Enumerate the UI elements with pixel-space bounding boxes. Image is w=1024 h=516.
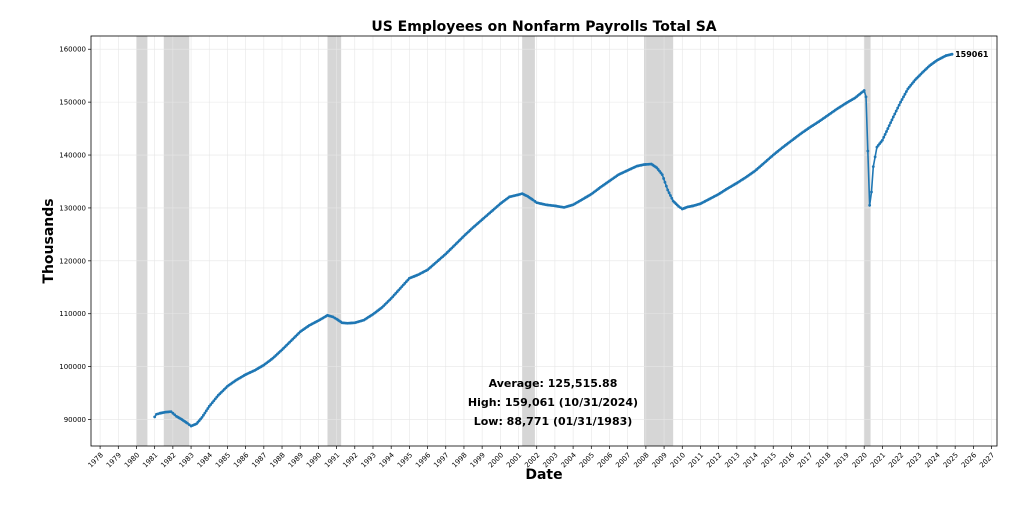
y-axis-ticks: 90000 100000 110000 120000 130000 140000 15000… [59, 46, 91, 424]
chart-title: US Employees on Nonfarm Payrolls Total S… [371, 19, 716, 35]
data-point [885, 130, 888, 133]
recession-bands [136, 36, 871, 446]
stat-high: High: 159,061 (10/31/2024) [468, 396, 638, 409]
data-point [173, 413, 177, 417]
data-point [202, 413, 205, 417]
series-line [153, 52, 954, 428]
data-point [899, 100, 902, 104]
data-point [950, 52, 954, 56]
data-point [209, 403, 213, 406]
data-point [900, 98, 904, 101]
data-point [873, 155, 877, 159]
recession-band-2 [327, 36, 342, 446]
data-point [896, 106, 900, 110]
grid-lines [91, 36, 997, 446]
recession-band-3 [522, 36, 535, 446]
recession-band-4 [644, 36, 674, 446]
x-axis-label: Date [525, 467, 562, 483]
data-point [666, 188, 670, 192]
data-point [886, 127, 890, 130]
data-point [902, 95, 905, 99]
data-point [206, 407, 210, 410]
data-point [212, 399, 216, 403]
data-point [203, 411, 207, 415]
data-point [866, 149, 870, 153]
data-point [894, 109, 898, 113]
data-point [862, 89, 866, 92]
recession-band-1 [163, 36, 190, 446]
data-point [889, 121, 892, 125]
y-tick-label-130000: 130000 [59, 204, 86, 212]
data-point [667, 191, 671, 195]
recession-band-5 [864, 36, 871, 446]
y-tick-label-140000: 140000 [59, 152, 86, 160]
data-point [207, 404, 211, 408]
data-point [903, 92, 907, 96]
data-point [871, 165, 875, 169]
data-point [882, 135, 886, 139]
data-point [213, 397, 217, 401]
data-point [870, 190, 873, 194]
data-point [864, 95, 868, 99]
end-value-label: 159061 [955, 50, 989, 59]
data-point [660, 173, 664, 177]
data-point [891, 115, 895, 119]
y-tick-label-110000: 110000 [59, 310, 86, 318]
data-point [204, 409, 208, 413]
data-point [880, 138, 884, 142]
y-tick-label-90000: 90000 [64, 416, 86, 424]
stat-average: Average: 125,515.88 [489, 377, 618, 390]
data-point [905, 90, 908, 93]
y-tick-label-160000: 160000 [59, 46, 86, 54]
data-point [669, 194, 672, 197]
data-point [215, 395, 219, 399]
data-point [670, 196, 674, 200]
data-point [210, 401, 214, 405]
y-tick-label-100000: 100000 [59, 363, 86, 371]
y-axis-label: Thousands [41, 198, 57, 283]
plot-frame [90, 35, 998, 447]
y-tick-label-120000: 120000 [59, 257, 86, 265]
data-point [887, 124, 891, 128]
y-tick-label-150000: 150000 [59, 99, 86, 107]
data-point [169, 410, 173, 414]
data-point [662, 177, 666, 180]
data-point [893, 112, 897, 116]
data-point [868, 203, 872, 207]
stat-low: Low: 88,771 (01/31/1983) [474, 415, 633, 428]
data-point [663, 180, 667, 184]
data-point [153, 415, 157, 419]
data-point [883, 133, 887, 136]
data-point [171, 411, 175, 415]
data-point [664, 184, 668, 188]
data-point [200, 416, 204, 419]
data-point [897, 103, 901, 107]
data-point [890, 118, 894, 122]
recession-band-0 [136, 36, 148, 446]
